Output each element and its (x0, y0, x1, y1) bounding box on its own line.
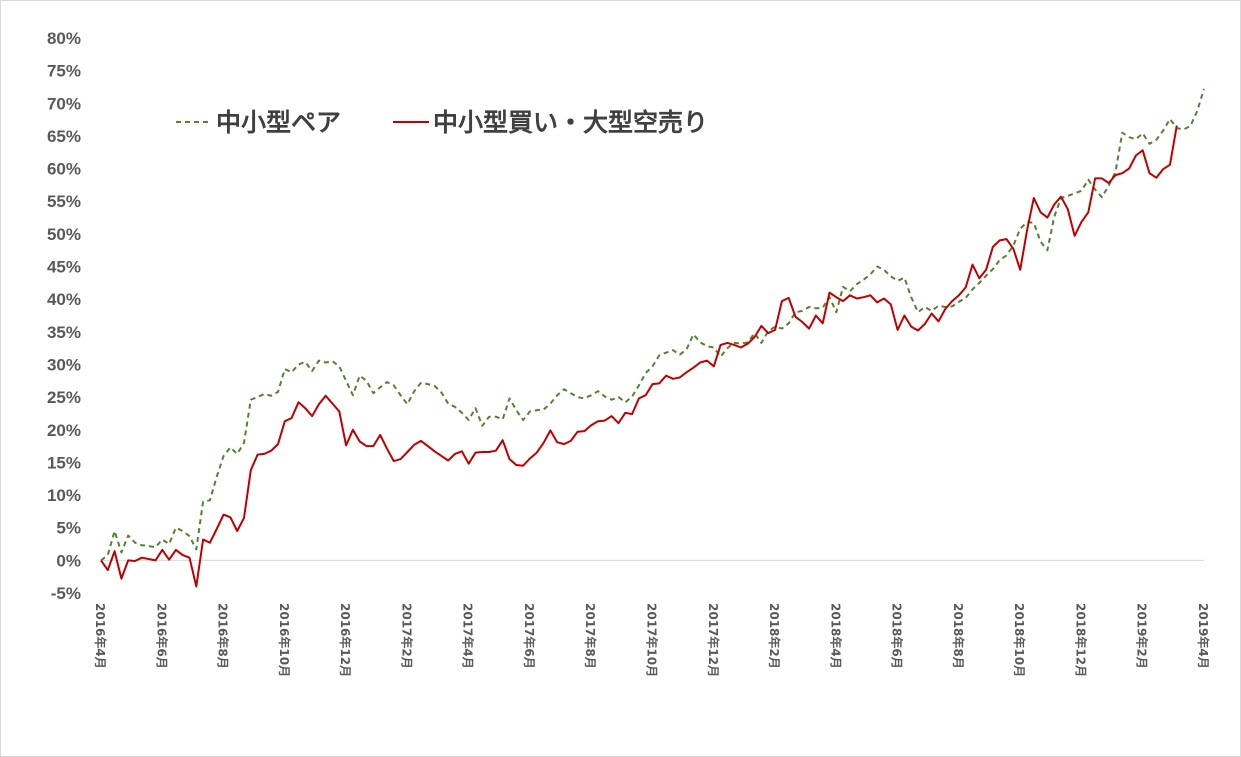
x-tick-label: 2018年2月 (767, 603, 782, 669)
y-tick-label: 30% (47, 355, 81, 374)
x-tick-label: 2017年2月 (399, 603, 414, 669)
x-tick-label: 2017年4月 (461, 603, 476, 669)
x-tick-label: 2018年12月 (1073, 603, 1088, 677)
x-tick-label: 2018年6月 (890, 603, 905, 669)
y-tick-label: 45% (47, 258, 81, 277)
y-tick-label: 25% (47, 388, 81, 407)
y-tick-label: 10% (47, 486, 81, 505)
y-tick-label: 50% (47, 225, 81, 244)
x-tick-label: 2017年10月 (645, 603, 660, 677)
y-tick-label: 55% (47, 192, 81, 211)
y-tick-label: 5% (56, 519, 81, 538)
x-tick-label: 2017年12月 (706, 603, 721, 677)
series-line-long-short (100, 125, 1178, 588)
x-tick-label: 2016年4月 (93, 603, 108, 669)
plot-area (100, 88, 1205, 588)
x-tick-label: 2016年10月 (277, 603, 292, 677)
x-tick-label: 2019年2月 (1135, 603, 1150, 669)
y-tick-label: 15% (47, 453, 81, 472)
x-tick-label: 2017年8月 (583, 603, 598, 669)
y-tick-label: 40% (47, 290, 81, 309)
y-tick-label: 20% (47, 421, 81, 440)
x-tick-label: 2018年8月 (951, 603, 966, 669)
y-tick-label: 80% (47, 29, 81, 48)
x-tick-label: 2017年6月 (522, 603, 537, 669)
x-tick-label: 2016年6月 (154, 603, 169, 669)
x-axis: 2016年4月 2016年6月 2016年8月 2016年10月 2016年12月 201… (93, 603, 1211, 677)
y-tick-label: 60% (47, 160, 81, 179)
x-tick-label: 2019年4月 (1196, 603, 1211, 669)
y-axis: 80% 75% 70% 65% 60% 55% 50% 45% 40% 35% 30% 25% 20% 1… (47, 29, 81, 603)
x-tick-label: 2016年12月 (338, 603, 353, 677)
series-line-pair (100, 88, 1205, 562)
y-tick-label: 0% (56, 551, 81, 570)
x-tick-label: 2016年8月 (216, 603, 231, 669)
x-tick-label: 2018年4月 (828, 603, 843, 669)
y-tick-label: 65% (47, 127, 81, 146)
legend-label-long-short: 中小型買い・大型空売り (433, 108, 708, 137)
legend: 中小型ペア 中小型買い・大型空売り (176, 108, 708, 137)
x-tick-label: 2018年10月 (1012, 603, 1027, 677)
y-tick-label: -5% (51, 584, 81, 603)
legend-label-pair: 中小型ペア (216, 108, 341, 137)
y-tick-label: 75% (47, 62, 81, 81)
y-tick-label: 70% (47, 94, 81, 113)
y-tick-label: 35% (47, 323, 81, 342)
